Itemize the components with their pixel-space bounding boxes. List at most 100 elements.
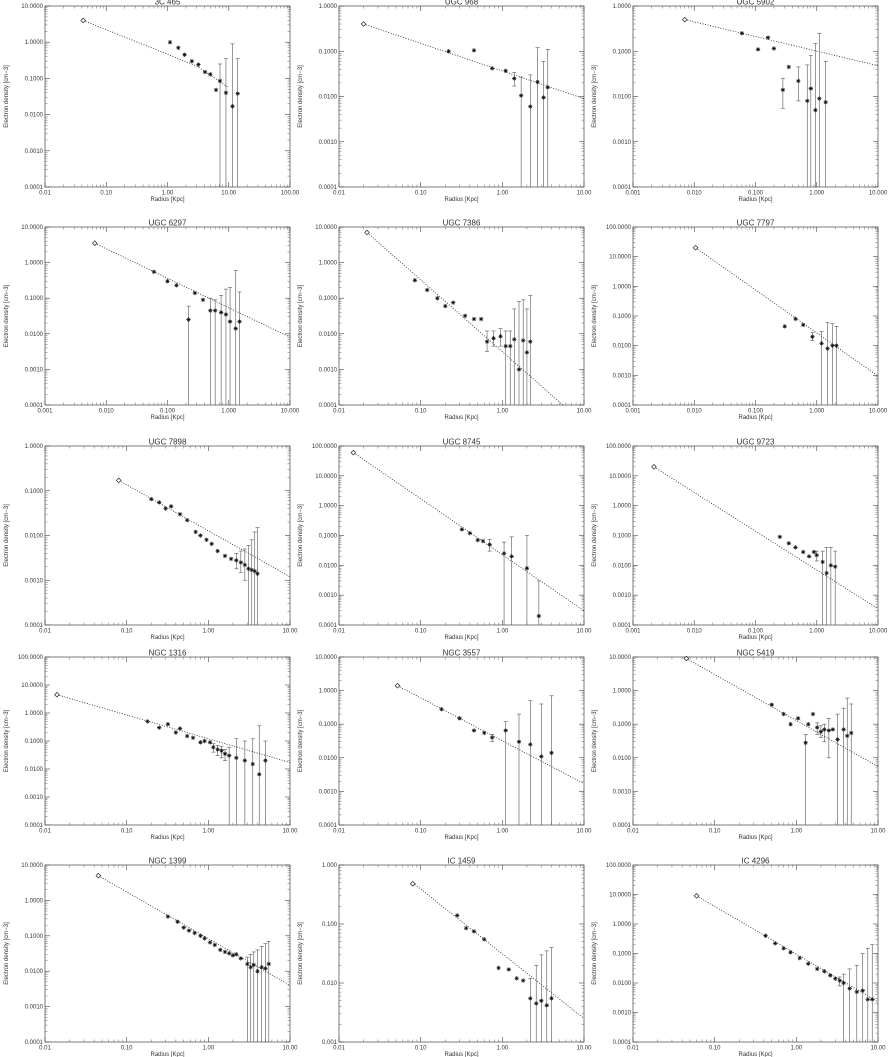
data-point (223, 90, 229, 96)
fit-line (695, 247, 878, 377)
y-tick-label: 100.0000 (606, 444, 632, 450)
x-tick-label: 0.01 (627, 1046, 639, 1052)
data-point (765, 35, 771, 40)
data-point (212, 942, 217, 948)
error-bar (263, 740, 268, 825)
data-point (228, 556, 234, 562)
error-bar (830, 323, 835, 405)
data-point (251, 962, 256, 968)
y-tick-label: 0.0001 (319, 403, 338, 409)
chart-title: NGC 1316 (149, 649, 187, 658)
data-point (489, 66, 495, 71)
x-axis-label: Radius [Kpc] (444, 415, 478, 421)
data-point (539, 998, 544, 1003)
y-axis-label: Electron density [cm−3] (4, 284, 10, 347)
x-tick-label: 0.01 (39, 191, 51, 197)
diamond-point (683, 655, 690, 662)
x-tick-label: 10.00 (576, 409, 592, 415)
data-point (514, 976, 519, 981)
data-point (796, 78, 801, 84)
data-point (793, 316, 798, 322)
y-tick-label: 1.000 (322, 863, 338, 869)
error-bar (780, 78, 785, 109)
chart-panel: UGC 6297 0.001 0.010 0.100 1.000 10.000 0.0001… (4, 219, 300, 422)
data-point (781, 711, 786, 717)
y-tick-label: 1.0000 (25, 711, 44, 717)
y-axis-label: Electron density [cm−3] (298, 504, 304, 567)
y-tick-label: 10.0000 (609, 255, 631, 261)
fit-line (363, 23, 584, 99)
error-bar (854, 964, 859, 1042)
data-point (822, 969, 827, 974)
data-point (257, 772, 262, 777)
x-tick-label: 10.00 (576, 1046, 592, 1052)
data-point (459, 527, 465, 532)
error-bar (528, 295, 533, 405)
fit-line (684, 19, 878, 67)
y-tick-label: 10.0000 (21, 863, 43, 869)
data-point (482, 937, 487, 942)
data-point (475, 537, 480, 543)
data-point (528, 742, 533, 747)
error-bar (825, 322, 830, 405)
x-tick-label: 1.000 (809, 191, 825, 197)
data-point (223, 312, 229, 317)
error-bar (237, 291, 242, 405)
data-point (246, 566, 251, 572)
chart-panel: UGC 7797 0.001 0.010 0.100 1.000 10.000 0.0001… (592, 219, 888, 422)
data-point (471, 929, 477, 934)
data-point (786, 541, 792, 546)
error-bar (517, 301, 522, 405)
y-tick-label: 0.0010 (25, 367, 44, 373)
error-bar (539, 954, 544, 1042)
data-point (811, 549, 817, 555)
error-bar (549, 947, 554, 1042)
error-bar (252, 531, 257, 625)
y-tick-label: 1.0000 (319, 689, 338, 695)
x-axis-label: Radius [Kpc] (444, 835, 478, 841)
error-bar (535, 47, 540, 187)
data-point (156, 725, 162, 730)
data-point (524, 566, 530, 571)
chart-panel: UGC 8745 0.01 0.10 1.00 10.00 0.0001 0.0010 0.0… (298, 438, 592, 642)
data-point (176, 45, 181, 51)
data-point (771, 46, 777, 51)
y-tick-label: 1.0000 (613, 284, 632, 290)
y-tick-label: 100.0000 (606, 863, 632, 869)
plot-frame (44, 5, 291, 188)
fit-line (83, 20, 230, 89)
error-bar (822, 723, 827, 743)
data-point (480, 538, 486, 544)
plot-frame (338, 5, 585, 188)
y-tick-label: 0.0010 (613, 789, 632, 795)
data-point (222, 553, 228, 559)
data-point (478, 316, 484, 322)
y-tick-label: 0.1000 (613, 722, 632, 728)
x-tick-label: 10.00 (221, 191, 237, 197)
data-point (190, 735, 196, 741)
chart-title: UGC 968 (445, 0, 479, 7)
data-point (503, 343, 508, 349)
chart-panel: NGC 1399 0.01 0.10 1.00 10.00 0.0001 0.0010 0.0… (4, 857, 298, 1057)
data-point (163, 506, 168, 511)
data-point (263, 758, 268, 763)
x-tick-label: 1.00 (496, 191, 508, 197)
data-point (207, 740, 213, 745)
data-point (849, 730, 854, 736)
y-tick-label: 10.0000 (21, 683, 43, 689)
data-point (806, 722, 811, 727)
data-point (181, 925, 186, 930)
y-tick-label: 0.0100 (319, 756, 338, 762)
data-point (534, 1001, 539, 1006)
x-axis-label: Radius [Kpc] (444, 635, 478, 641)
x-tick-label: 0.01 (333, 629, 345, 635)
data-point (238, 560, 244, 565)
y-axis-label: Electron density [cm−3] (298, 284, 304, 347)
y-tick-label: 0.0001 (319, 185, 338, 191)
data-point (165, 914, 171, 919)
data-point (250, 761, 255, 767)
y-tick-label: 0.0010 (319, 593, 338, 599)
error-bar (255, 527, 260, 625)
data-point (817, 96, 822, 101)
data-point (509, 554, 514, 559)
